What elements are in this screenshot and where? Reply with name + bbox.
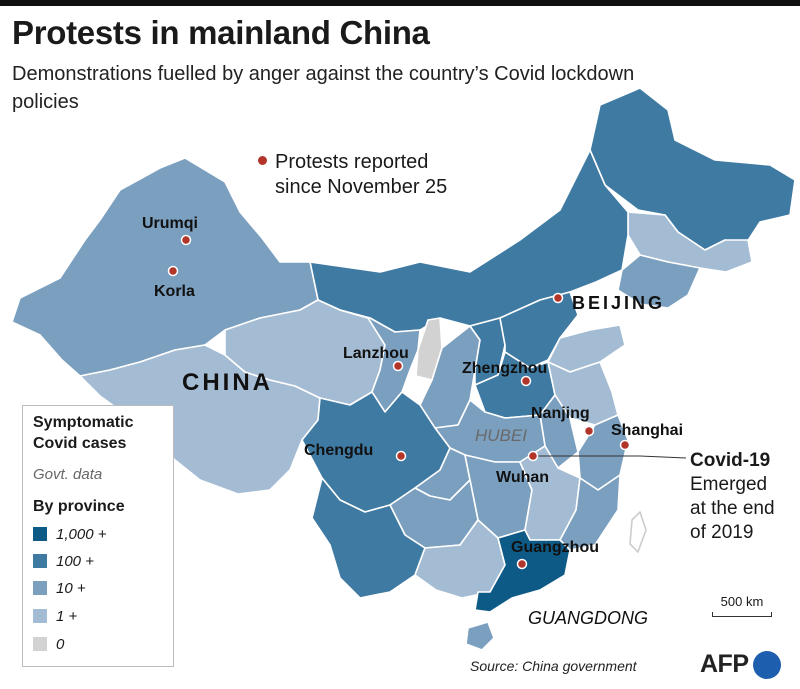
legend-item: 1 + [33,606,77,626]
city-label-guangzhou: Guangzhou [511,539,599,556]
city-dot-nanjing [583,425,595,437]
covid-annotation-line2: at the end [690,498,775,519]
legend-item-label: 1 + [56,607,78,625]
city-dot-chengdu [395,450,407,462]
island-taiwan [629,511,647,553]
city-dot-wuhan [527,450,539,462]
legend-item: 1,000 + [33,524,106,544]
country-label: CHINA [182,369,273,396]
city-dot-beijing [552,292,564,304]
legend-swatch [33,637,47,651]
city-label-wuhan: Wuhan [496,469,549,486]
legend-item: 100 + [33,551,94,571]
city-dot-shanghai [619,439,631,451]
covid-annotation-line1: Emerged [690,474,768,495]
afp-logo-icon [752,650,781,679]
page-title: Protests in mainland China [12,14,430,51]
top-rule [0,0,800,6]
province-liaoning [617,254,701,309]
city-label-chengdu: Chengdu [304,442,373,459]
city-dot-lanzhou [392,360,404,372]
legend-title-line2: Covid cases [33,435,127,452]
legend-swatch [33,554,47,568]
city-dot-zhengzhou [520,375,532,387]
scale-label: 500 km [720,594,764,609]
region-label-hubei: HUBEI [475,426,527,445]
legend-swatch [33,581,47,595]
source-note: Source: China government [470,658,637,674]
region-label-guangdong: GUANGDONG [528,608,648,628]
capital-label-beijing: BEIJING [572,293,665,313]
legend: Symptomatic Covid cases Govt. data By pr… [22,405,174,667]
protest-key-line2: since November 25 [275,176,448,198]
covid-leader-line [533,455,687,459]
province-guangdong [474,529,571,613]
protest-dot-icon [258,156,267,165]
afp-logo: AFP [700,650,781,679]
province-fujian [559,474,621,551]
legend-note: Govt. data [33,466,103,483]
legend-swatch [33,527,47,541]
page-subtitle: Demonstrations fuelled by anger against … [12,63,635,113]
city-label-shanghai: Shanghai [611,422,683,439]
protest-key-line1: Protests reported [275,151,429,173]
covid-annotation-title: Covid-19 [690,450,771,471]
legend-item-label: 1,000 + [56,525,107,543]
city-label-zhengzhou: Zhengzhou [462,360,547,377]
protest-key: Protests reported since November 25 [258,150,447,200]
scale-bar-line [712,612,772,617]
legend-title: Symptomatic Covid cases [33,412,173,454]
legend-item: 0 [33,634,64,654]
legend-item: 10 + [33,578,86,598]
legend-by-province: By province [33,498,125,515]
covid-annotation-line3: of 2019 [690,522,754,543]
legend-item-label: 0 [56,635,65,653]
legend-title-line1: Symptomatic [33,414,134,431]
scale-bar: 500 km [712,594,772,617]
afp-logo-text: AFP [700,650,749,678]
city-dot-guangzhou [516,558,528,570]
province-hainan [465,621,495,651]
city-dot-korla [167,265,179,277]
legend-item-label: 10 + [56,579,86,597]
city-label-nanjing: Nanjing [531,405,590,422]
city-label-korla: Korla [154,283,195,300]
legend-item-label: 100 + [56,552,94,570]
covid-annotation: Covid-19 Emerged at the end of 2019 [690,449,800,545]
province-heilongjiang [589,87,796,251]
legend-swatch [33,609,47,623]
city-label-urumqi: Urumqi [142,215,198,232]
city-label-lanzhou: Lanzhou [343,345,409,362]
city-dot-urumqi [180,234,192,246]
